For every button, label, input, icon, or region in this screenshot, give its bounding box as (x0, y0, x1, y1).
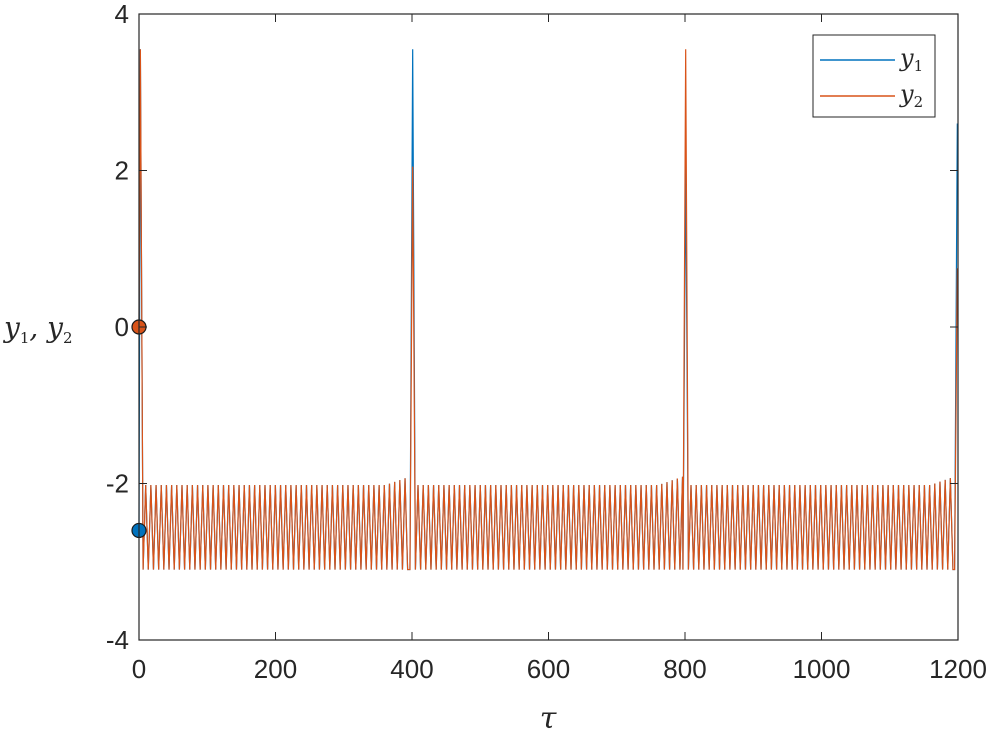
x-tick-label: 200 (254, 654, 297, 684)
series-line-y2 (138, 49, 958, 571)
legend-label-y1: y1 (899, 44, 923, 75)
series-layer (138, 49, 958, 571)
y-tick-label: 4 (115, 0, 129, 29)
x-axis-label: τ (540, 701, 557, 736)
y-tick-label: -2 (106, 469, 129, 499)
axis-ticks: 0 200 400 600 800 1000 1200 -4 -2 0 2 4 (106, 0, 987, 684)
x-tick-label: 0 (132, 654, 146, 684)
x-tick-label: 1000 (793, 654, 851, 684)
x-tick-label: 1200 (929, 654, 987, 684)
y-tick-label: 2 (115, 156, 129, 186)
y-tick-label: -4 (106, 625, 129, 655)
x-tick-label: 800 (663, 654, 706, 684)
legend-label-y2: y2 (899, 80, 923, 111)
x-tick-label: 600 (527, 654, 570, 684)
x-tick-label: 400 (390, 654, 433, 684)
legend-box (812, 34, 936, 118)
y-tick-label: 0 (115, 312, 129, 342)
y-axis-label: y1, y2 (2, 311, 73, 347)
legend: y1 y2 (812, 34, 936, 118)
